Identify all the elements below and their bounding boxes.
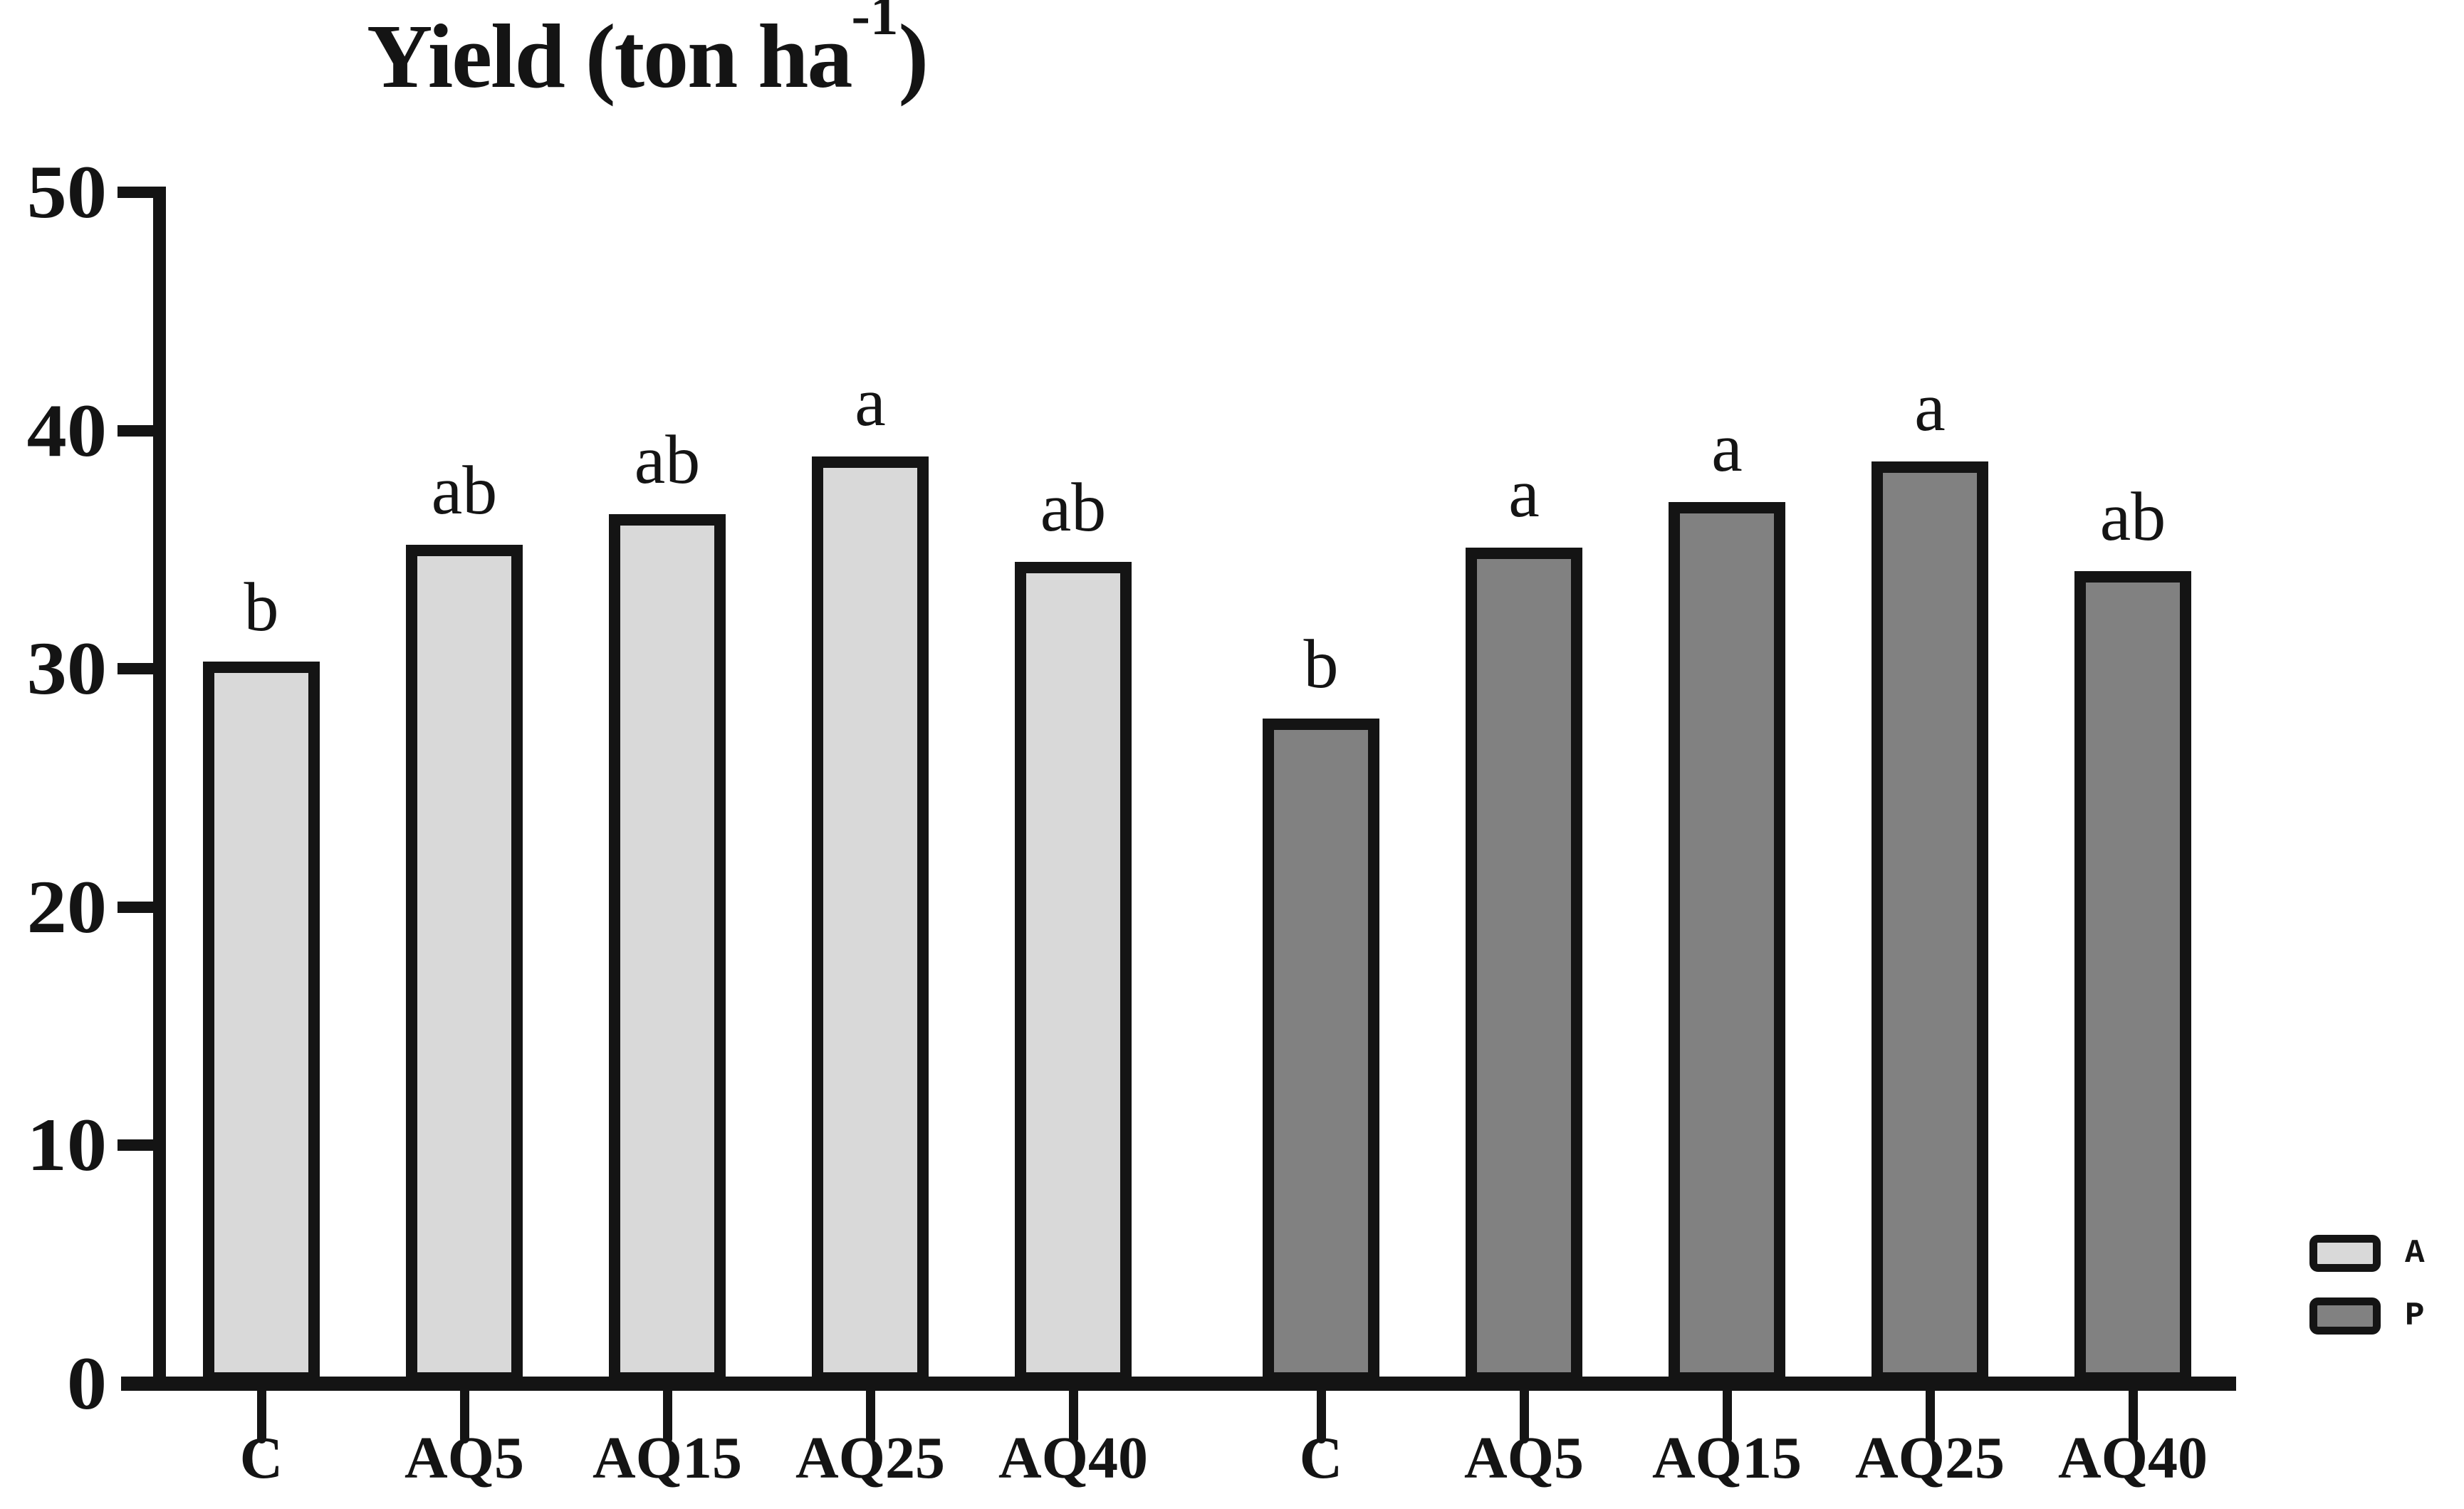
legend-row-p: P xyxy=(2309,1297,2425,1335)
bar-A-AQ25 xyxy=(812,456,929,1384)
y-tick-label-30: 30 xyxy=(26,627,107,711)
legend: A P xyxy=(2309,1235,2425,1335)
legend-label-a: A xyxy=(2405,1235,2425,1272)
x-tick-label-A-AQ5: AQ5 xyxy=(404,1425,524,1491)
y-tick-50 xyxy=(118,187,166,198)
x-tick-P-AQ5 xyxy=(1520,1391,1529,1443)
bar-A-AQ5 xyxy=(406,545,523,1384)
bar-P-AQ15 xyxy=(1669,501,1785,1384)
legend-row-a: A xyxy=(2309,1235,2425,1272)
y-axis-line xyxy=(153,187,166,1391)
chart-title: Yield (ton ha-1) xyxy=(367,0,929,109)
chart-title-prefix: Yield (ton ha xyxy=(367,6,852,107)
x-tick-label-P-AQ40: AQ40 xyxy=(2058,1425,2208,1491)
bar-P-AQ5 xyxy=(1466,547,1582,1384)
sig-label-A-AQ25: a xyxy=(855,364,886,442)
x-tick-A-AQ5 xyxy=(460,1391,469,1443)
x-tick-label-P-AQ25: AQ25 xyxy=(1855,1425,2005,1491)
y-tick-label-0: 0 xyxy=(66,1342,107,1425)
y-tick-label-20: 20 xyxy=(26,865,107,949)
legend-label-p: P xyxy=(2405,1297,2425,1335)
bar-A-C xyxy=(203,662,320,1384)
y-tick-20 xyxy=(118,901,166,913)
x-tick-P-AQ25 xyxy=(1926,1391,1935,1443)
x-tick-A-AQ25 xyxy=(866,1391,875,1443)
y-tick-label-40: 40 xyxy=(26,388,107,472)
x-tick-A-AQ15 xyxy=(663,1391,672,1443)
y-tick-40 xyxy=(118,424,166,437)
x-tick-label-A-AQ25: AQ25 xyxy=(795,1425,945,1491)
sig-label-P-AQ15: a xyxy=(1711,409,1743,486)
x-tick-label-P-AQ5: AQ5 xyxy=(1464,1425,1584,1491)
sig-label-A-AQ15: ab xyxy=(634,421,701,498)
bar-A-AQ15 xyxy=(609,513,726,1384)
y-tick-30 xyxy=(118,663,166,675)
x-tick-label-P-AQ15: AQ15 xyxy=(1652,1425,1802,1491)
y-tick-10 xyxy=(118,1139,166,1152)
sig-label-A-AQ5: ab xyxy=(431,452,498,530)
x-tick-label-P-C: C xyxy=(1299,1425,1343,1491)
bar-A-AQ40 xyxy=(1015,561,1132,1384)
bar-P-C xyxy=(1263,719,1379,1384)
chart-title-suffix: ) xyxy=(898,6,929,107)
x-tick-P-AQ40 xyxy=(2129,1391,2138,1443)
x-tick-label-A-AQ40: AQ40 xyxy=(998,1425,1148,1491)
x-tick-label-A-AQ15: AQ15 xyxy=(592,1425,742,1491)
bar-P-AQ25 xyxy=(1872,461,1988,1384)
sig-label-A-C: b xyxy=(244,569,279,647)
x-tick-P-AQ15 xyxy=(1723,1391,1732,1443)
sig-label-P-AQ40: ab xyxy=(2099,479,2166,555)
x-tick-label-A-C: C xyxy=(239,1425,283,1491)
y-tick-label-50: 50 xyxy=(26,150,107,234)
legend-swatch-p xyxy=(2309,1297,2381,1335)
sig-label-A-AQ40: ab xyxy=(1040,469,1107,546)
sig-label-P-AQ5: a xyxy=(1508,454,1540,532)
sig-label-P-AQ25: a xyxy=(1914,369,1946,447)
legend-swatch-a xyxy=(2309,1235,2381,1272)
x-tick-A-C xyxy=(257,1391,266,1443)
chart-title-superscript: -1 xyxy=(851,0,899,48)
y-tick-label-10: 10 xyxy=(26,1103,107,1187)
bar-P-AQ40 xyxy=(2074,571,2191,1384)
x-tick-A-AQ40 xyxy=(1069,1391,1078,1443)
x-tick-P-C xyxy=(1317,1391,1326,1443)
sig-label-P-C: b xyxy=(1303,626,1339,704)
